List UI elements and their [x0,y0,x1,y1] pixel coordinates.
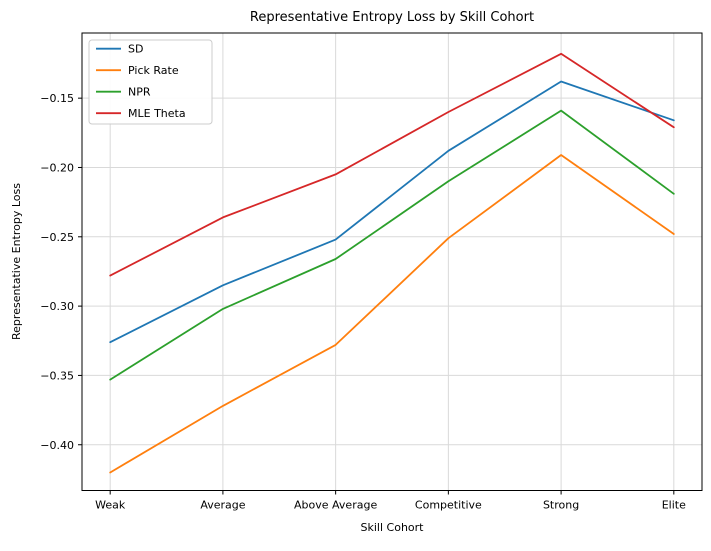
legend-label: SD [128,43,143,56]
legend-label: Pick Rate [128,64,179,77]
tick-labels-group: −0.15 −0.20 −0.25 −0.30 −0.35 −0.40 Weak Averag… [40,92,686,511]
x-axis-label: Skill Cohort [361,521,425,534]
series-line-npr [109,109,675,381]
x-tick-label: Average [200,499,245,512]
plot-frame [81,32,703,491]
legend-label: NPR [128,86,151,99]
x-tick-label: Weak [95,499,126,512]
y-axis-label: Representative Entropy Loss [10,183,23,340]
series-line-sd [109,80,675,344]
x-tick-label: Strong [543,499,579,512]
y-tick-label: −0.15 [40,92,74,105]
series-line-mle-theta [109,52,675,277]
legend-box [88,39,213,125]
x-tick-label: Above Average [294,499,377,512]
y-tick-label: −0.20 [40,161,74,174]
series-lines-group [109,52,675,474]
x-tick-label: Competitive [415,499,482,512]
legend-label: MLE Theta [128,107,186,120]
y-tick-label: −0.25 [40,231,74,244]
ticks-group [78,97,675,495]
y-tick-label: −0.40 [40,439,74,452]
chart-title: Representative Entropy Loss by Skill Coh… [250,10,534,25]
y-tick-label: −0.30 [40,300,74,313]
legend: SD Pick Rate NPR MLE Theta [88,39,213,125]
series-line-pick-rate [109,154,675,474]
x-tick-label: Elite [662,499,686,512]
y-tick-label: −0.35 [40,369,74,382]
